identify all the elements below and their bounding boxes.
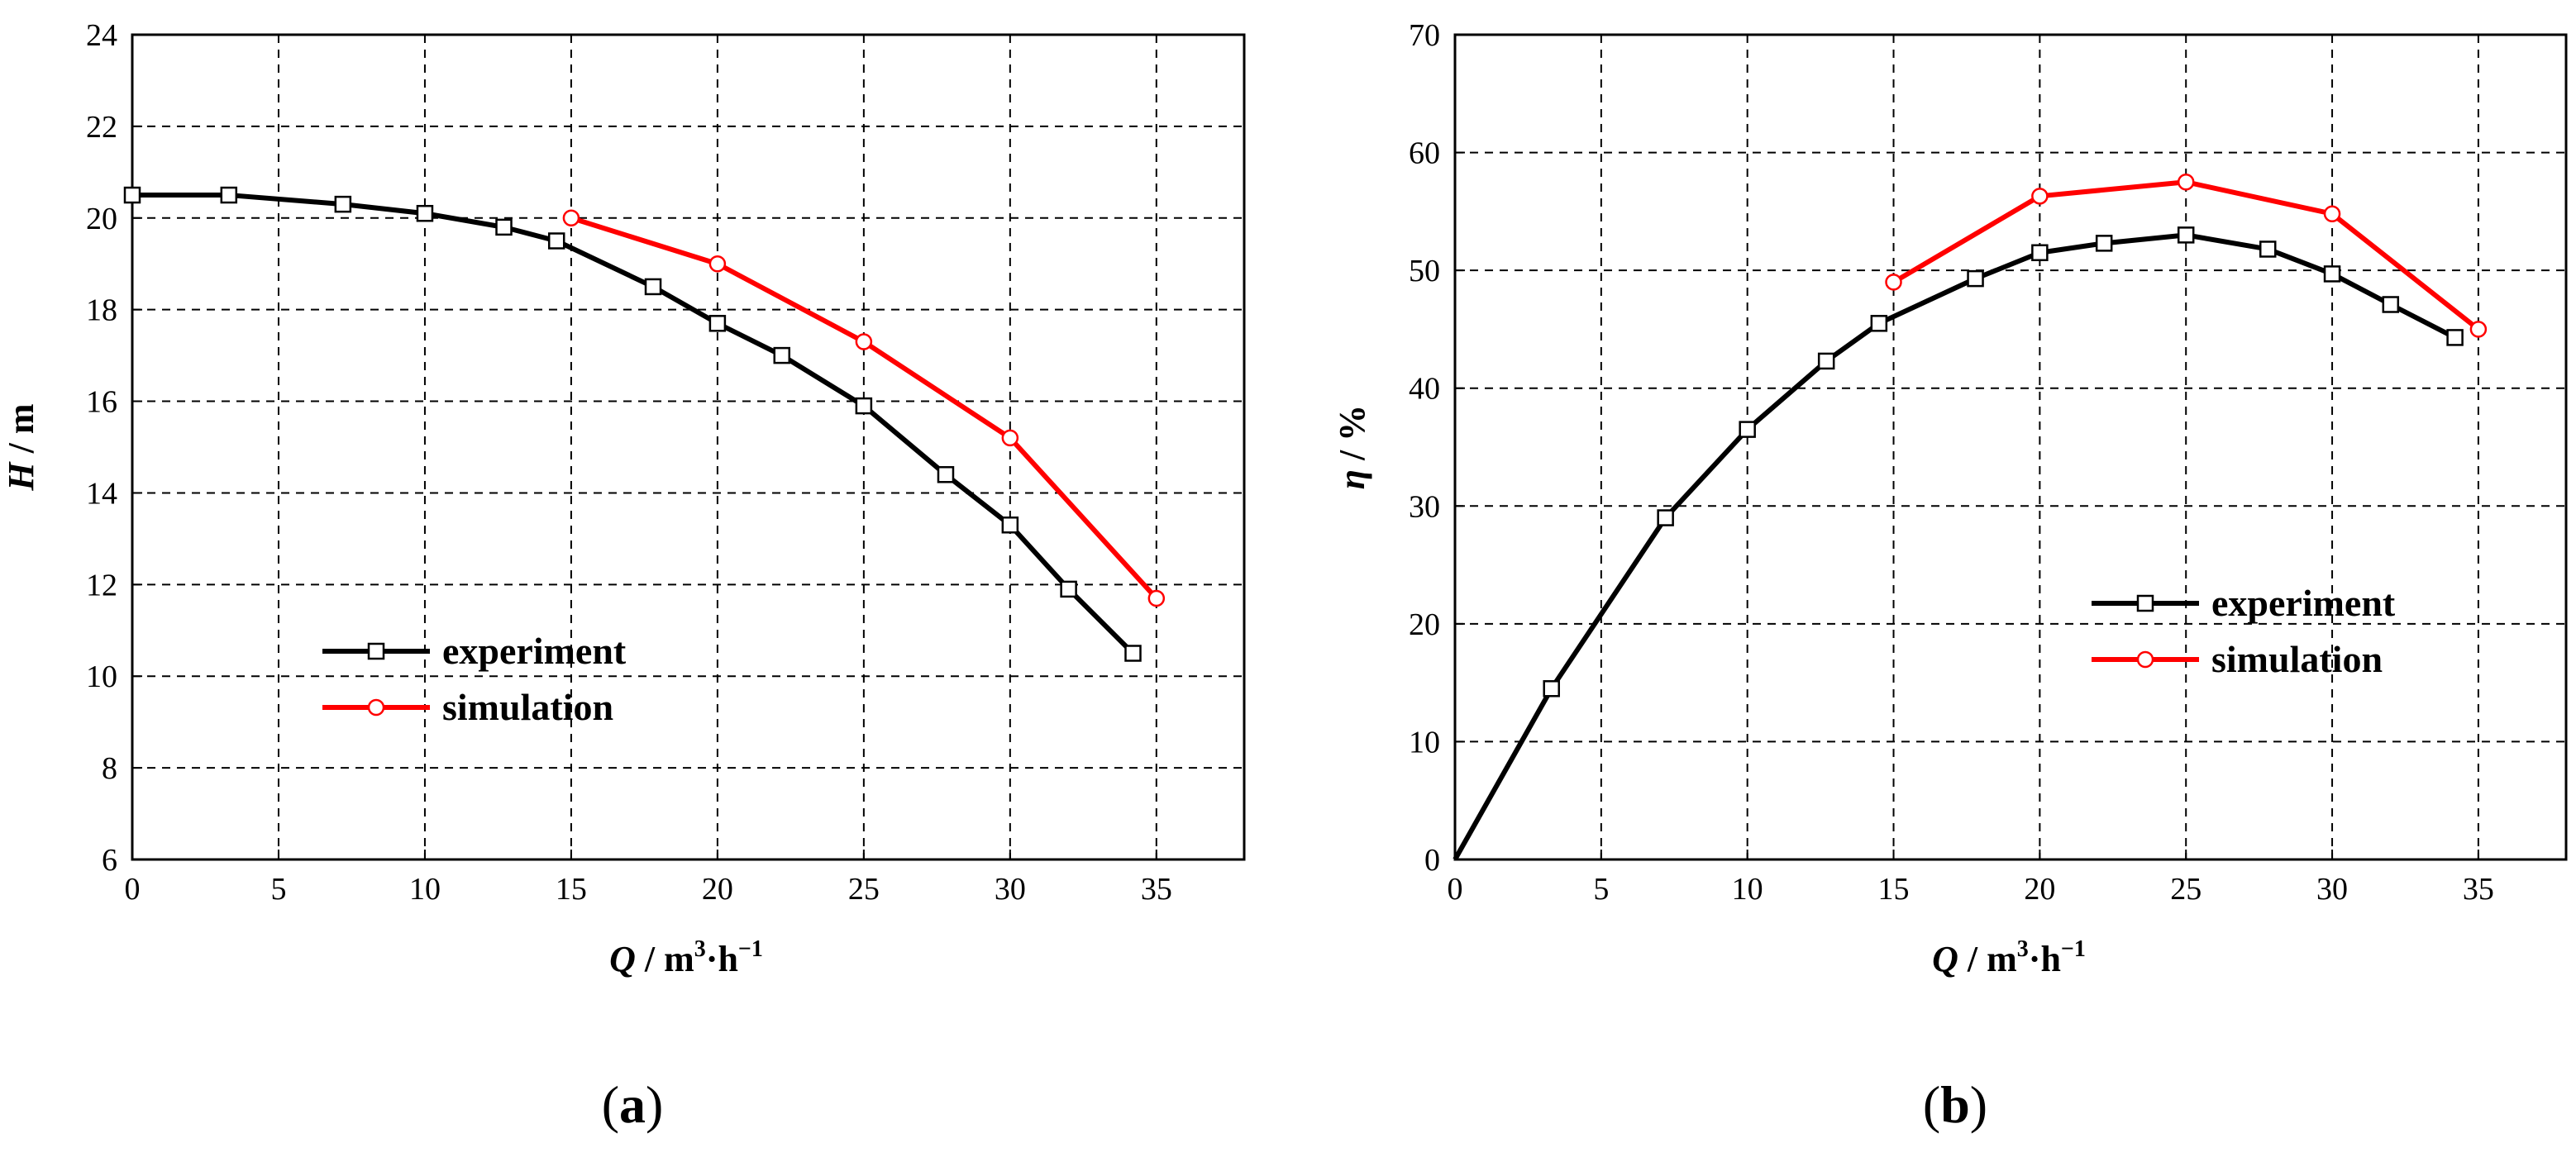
data-point-experiment bbox=[1001, 517, 1019, 534]
legend-label-experiment: experiment bbox=[442, 630, 627, 672]
legend-label-simulation: simulation bbox=[2211, 638, 2383, 680]
y-tick-label: 14 bbox=[86, 476, 117, 511]
data-point-simulation bbox=[2177, 173, 2195, 191]
data-point-experiment bbox=[1124, 645, 1142, 662]
data-point-experiment bbox=[1543, 680, 1560, 698]
x-axis-label: Q / m3·h−1 bbox=[609, 936, 763, 979]
y-tick-label: 40 bbox=[1409, 372, 1440, 407]
y-tick-label: 8 bbox=[102, 751, 117, 786]
y-tick-label: 22 bbox=[86, 110, 117, 145]
y-axis-label: η / % bbox=[1332, 405, 1372, 489]
data-point-experiment bbox=[1870, 315, 1888, 332]
y-tick-label: 12 bbox=[86, 568, 117, 602]
data-point-simulation bbox=[562, 209, 580, 227]
data-point-experiment bbox=[416, 204, 434, 222]
series-line-experiment bbox=[1453, 232, 2456, 861]
y-tick-label: 20 bbox=[86, 202, 117, 236]
data-point-experiment bbox=[123, 186, 141, 204]
x-tick-label: 15 bbox=[1878, 872, 1910, 907]
y-tick-label: 30 bbox=[1409, 489, 1440, 524]
x-tick-label: 20 bbox=[2024, 872, 2055, 907]
legend-label-simulation: simulation bbox=[442, 686, 613, 728]
legend-label-experiment: experiment bbox=[2211, 582, 2396, 624]
data-point-experiment bbox=[1060, 580, 1077, 598]
y-tick-label: 6 bbox=[102, 843, 117, 878]
x-tick-label: 25 bbox=[2170, 872, 2202, 907]
y-tick-label: 10 bbox=[86, 659, 117, 694]
chart-panel-b: 0 5 10 15 20 25 30 35 0 10 20 30 40 50 60 70 Q / m3·h−1 η… bbox=[1332, 18, 2568, 1134]
plot-frame bbox=[131, 33, 1246, 861]
x-tick-label: 5 bbox=[1593, 872, 1609, 907]
x-axis-label: Q / m3·h−1 bbox=[1932, 936, 2086, 979]
x-tick-label: 35 bbox=[2463, 872, 2494, 907]
x-tick-label: 10 bbox=[409, 872, 441, 907]
data-point-simulation bbox=[2031, 188, 2049, 205]
data-point-experiment bbox=[1739, 421, 1756, 438]
panel-label: (b) bbox=[1923, 1075, 1987, 1134]
data-point-experiment bbox=[1817, 352, 1835, 370]
data-point-experiment bbox=[644, 278, 662, 296]
legend-marker-experiment bbox=[367, 642, 385, 660]
series-line-experiment bbox=[132, 193, 1135, 655]
x-tick-label: 15 bbox=[556, 872, 587, 907]
data-point-experiment bbox=[2446, 329, 2464, 346]
x-tick-label: 20 bbox=[702, 872, 733, 907]
x-tick-label: 30 bbox=[2316, 872, 2348, 907]
data-point-experiment bbox=[2259, 240, 2277, 258]
data-point-experiment bbox=[1967, 269, 1984, 288]
y-tick-label: 20 bbox=[1409, 607, 1440, 642]
data-point-simulation bbox=[855, 333, 873, 350]
data-point-experiment bbox=[773, 346, 791, 364]
data-point-experiment bbox=[495, 218, 513, 236]
y-tick-label: 50 bbox=[1409, 254, 1440, 288]
plot-frame bbox=[1453, 33, 2568, 861]
data-point-experiment bbox=[937, 466, 955, 483]
y-tick-label: 16 bbox=[86, 385, 117, 420]
data-point-experiment bbox=[2382, 296, 2400, 313]
data-point-simulation bbox=[2469, 321, 2488, 338]
x-tick-label: 0 bbox=[1448, 872, 1463, 907]
x-tick-label: 10 bbox=[1732, 872, 1763, 907]
x-tick-label: 0 bbox=[125, 872, 141, 907]
x-tick-label: 30 bbox=[995, 872, 1026, 907]
y-tick-label: 24 bbox=[86, 18, 117, 53]
data-point-simulation bbox=[1147, 589, 1166, 607]
data-point-experiment bbox=[855, 397, 873, 415]
legend-marker-simulation bbox=[2136, 650, 2154, 669]
chart-panel-a: 0 5 10 15 20 25 30 35 6 8 10 12 14 16 18 20 22 24 Q / m3·h… bbox=[1, 18, 1246, 1134]
x-tick-label: 5 bbox=[270, 872, 286, 907]
data-point-experiment bbox=[547, 232, 565, 250]
data-point-experiment bbox=[2323, 265, 2341, 283]
x-tick-label: 25 bbox=[848, 872, 880, 907]
legend: experiment simulation bbox=[322, 630, 627, 728]
legend: experiment simulation bbox=[2092, 582, 2396, 680]
data-point-experiment bbox=[708, 315, 727, 332]
y-tick-label: 18 bbox=[86, 293, 117, 328]
data-point-simulation bbox=[2323, 205, 2341, 222]
data-point-experiment bbox=[1657, 509, 1674, 526]
data-point-simulation bbox=[708, 255, 727, 273]
y-tick-label: 60 bbox=[1409, 136, 1440, 171]
legend-marker-simulation bbox=[367, 698, 385, 717]
panel-label: (a) bbox=[602, 1075, 664, 1134]
data-point-simulation bbox=[1885, 274, 1902, 291]
legend-marker-experiment bbox=[2136, 594, 2154, 612]
y-axis-label: H / m bbox=[1, 403, 41, 491]
data-point-experiment bbox=[2177, 226, 2195, 244]
data-point-experiment bbox=[220, 186, 238, 204]
data-point-experiment bbox=[2031, 244, 2049, 262]
y-tick-label: 10 bbox=[1409, 725, 1440, 759]
y-tick-label: 70 bbox=[1409, 18, 1440, 53]
data-point-experiment bbox=[2095, 235, 2113, 252]
y-tick-label: 0 bbox=[1424, 843, 1440, 878]
x-tick-label: 35 bbox=[1141, 872, 1172, 907]
data-point-simulation bbox=[1001, 429, 1019, 447]
data-point-experiment bbox=[334, 195, 352, 213]
